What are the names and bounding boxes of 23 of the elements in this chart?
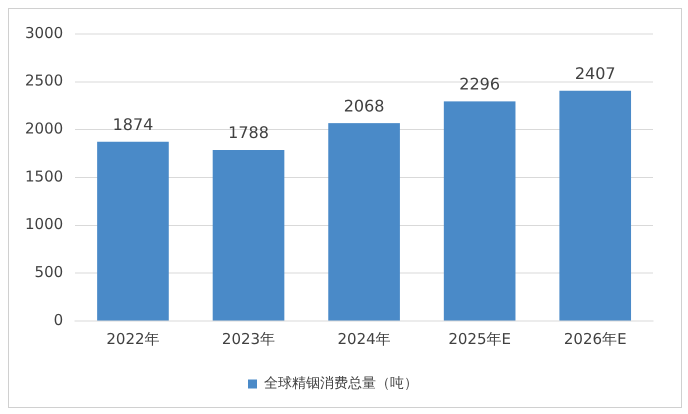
- x-tick-label: 2025年E: [448, 330, 511, 348]
- y-tick-label: 0: [54, 310, 64, 329]
- x-tick-label: 2024年: [337, 330, 391, 348]
- data-label: 1874: [112, 114, 154, 134]
- data-label: 2296: [459, 74, 500, 94]
- legend-label: 全球精铟消费总量（吨）: [264, 376, 418, 392]
- y-tick-label: 500: [34, 263, 64, 282]
- y-tick-label: 2000: [24, 120, 64, 138]
- x-tick-label: 2023年: [222, 330, 276, 348]
- y-tick-label: 1500: [24, 167, 64, 186]
- y-tick-label: 1000: [24, 215, 64, 234]
- bar: [97, 142, 169, 320]
- data-label: 2407: [574, 64, 616, 83]
- x-tick-label: 2022年: [106, 330, 160, 348]
- data-label: 2068: [344, 96, 384, 116]
- y-tick-label: 2500: [24, 72, 64, 90]
- data-label: 1788: [228, 123, 269, 142]
- x-tick-label: 2026年E: [564, 330, 627, 348]
- bar: [444, 101, 516, 320]
- bar: [328, 123, 400, 320]
- bar: [559, 90, 632, 320]
- bar: [212, 150, 284, 320]
- y-tick-label: 3000: [24, 24, 64, 42]
